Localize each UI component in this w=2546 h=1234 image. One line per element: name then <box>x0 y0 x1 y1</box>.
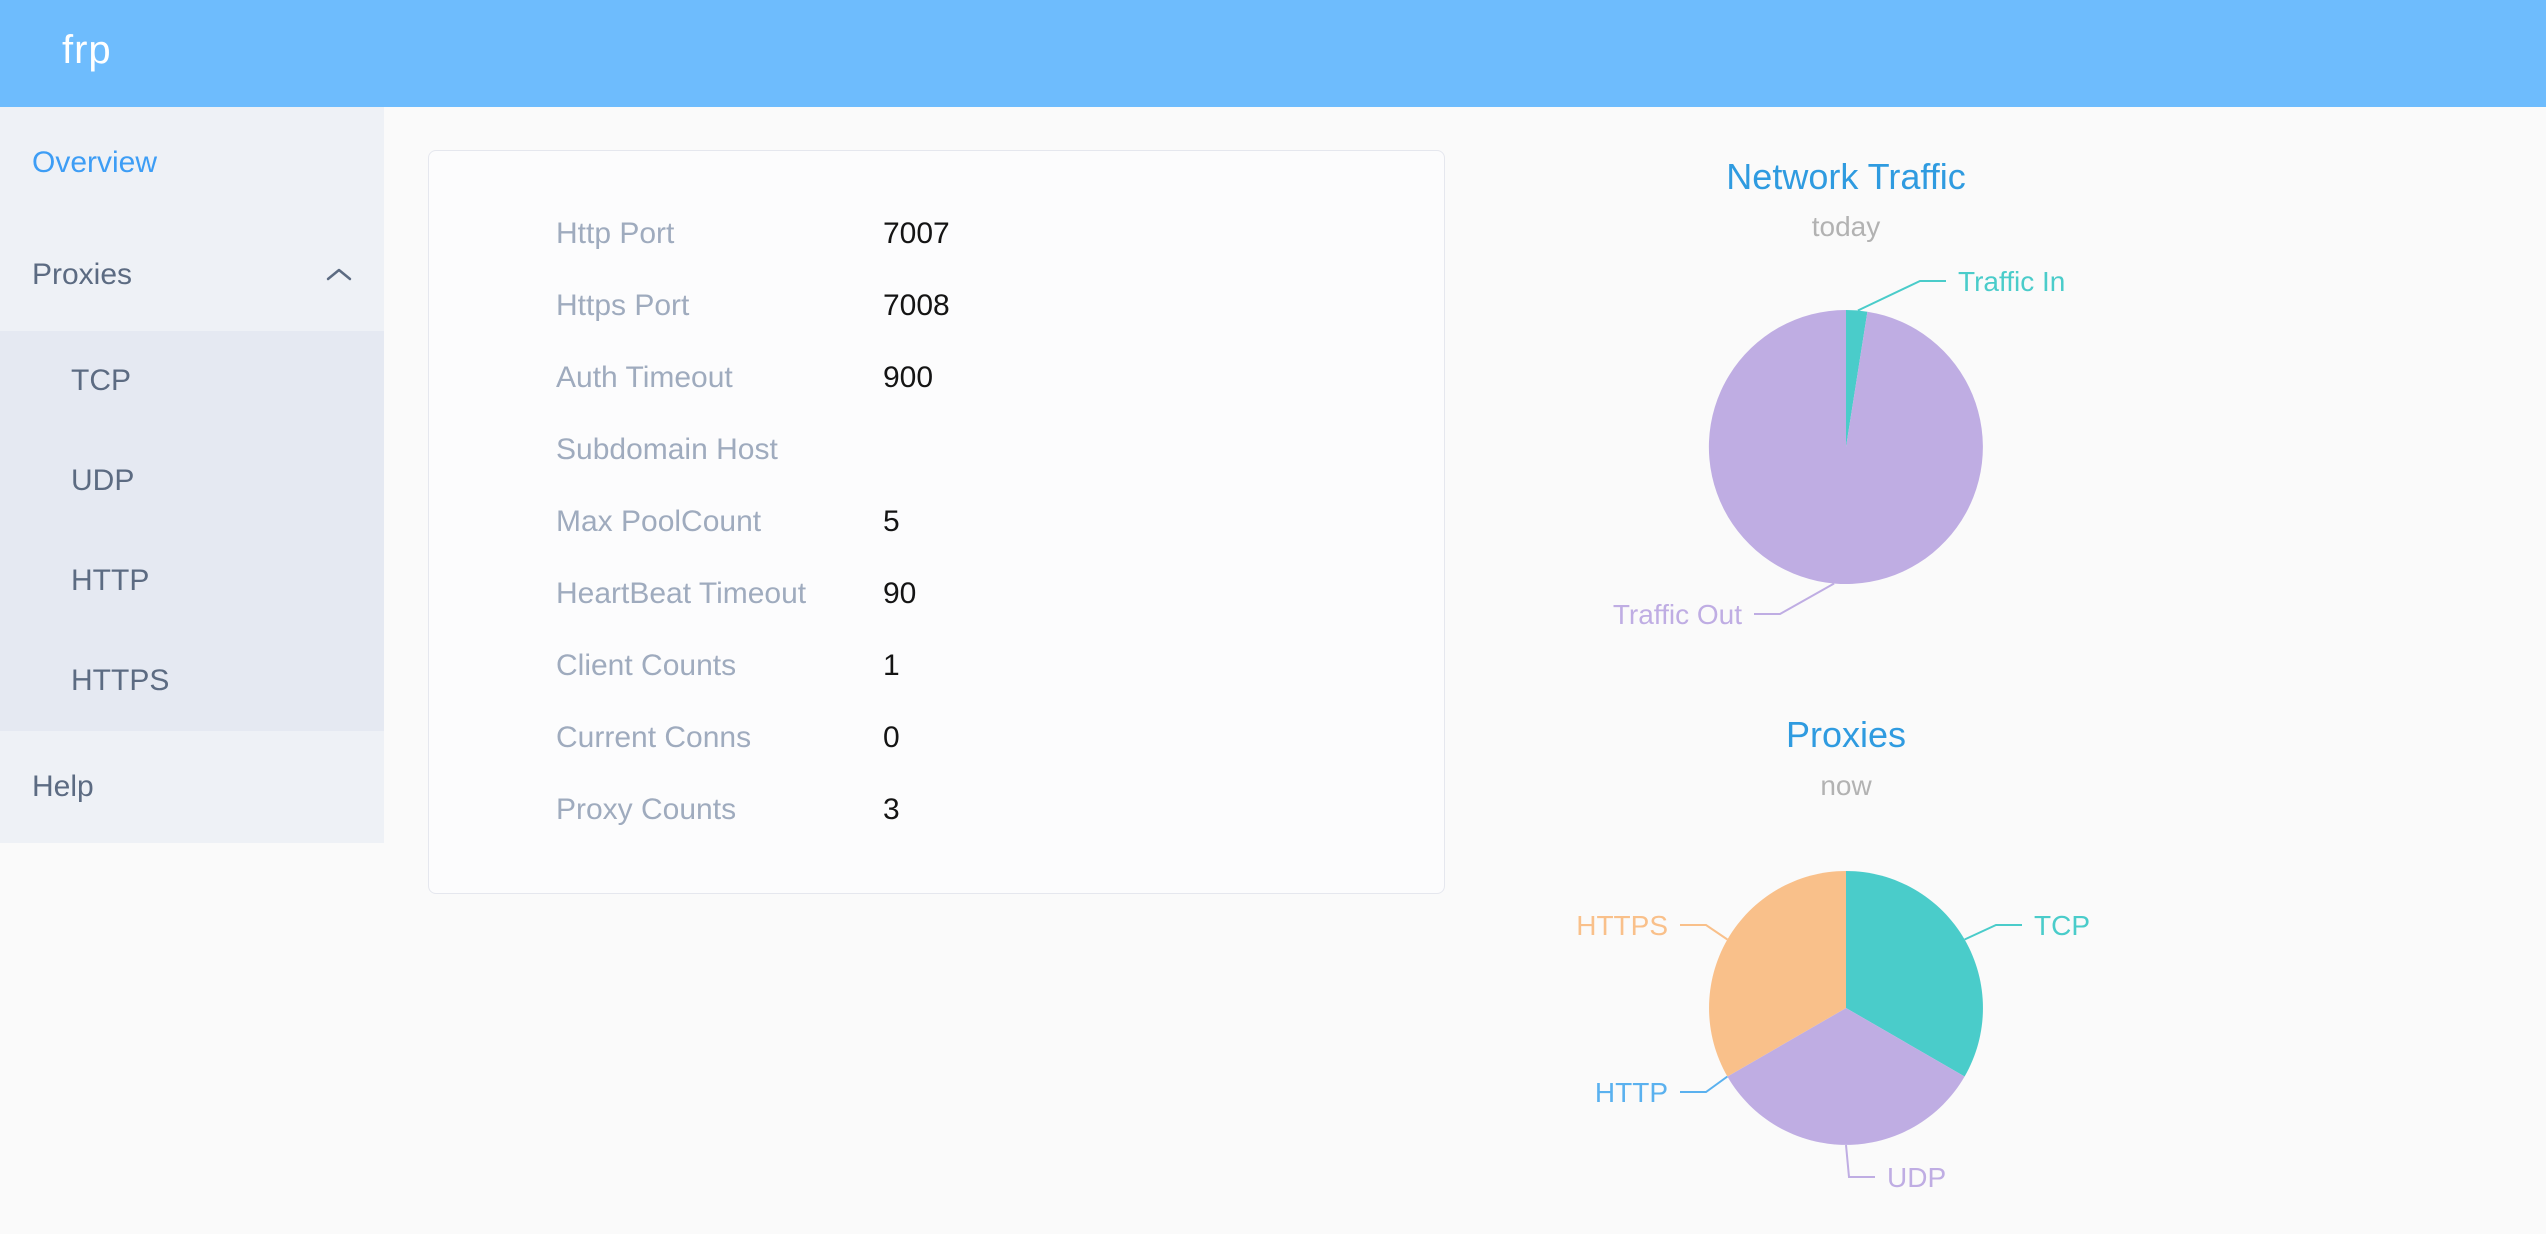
pie-label-line <box>1857 280 1946 312</box>
sidebar-item-help[interactable]: Help <box>0 731 384 843</box>
config-row: Max PoolCount 5 <box>429 486 1444 558</box>
config-value: 7008 <box>883 289 950 322</box>
config-label: Https Port <box>556 289 690 322</box>
sidebar-menu: Overview Proxies TCP UDP HTTP HTTPS Help <box>0 107 384 843</box>
config-label: Subdomain Host <box>556 433 778 466</box>
config-value: 1 <box>883 649 900 682</box>
sidebar-submenu: TCP UDP HTTP HTTPS <box>0 331 384 731</box>
config-label: Client Counts <box>556 649 737 682</box>
sidebar-item-https[interactable]: HTTPS <box>71 664 170 697</box>
pie-label-udp: UDP <box>1887 1162 1946 1193</box>
config-value: 7007 <box>883 217 950 250</box>
chart-title-proxies: Proxies <box>1785 714 1907 755</box>
pie-slice-tcp[interactable] <box>1846 871 1983 1077</box>
network-traffic-pie-chart: Traffic In Traffic Out <box>1613 266 2066 630</box>
app-logo: frp <box>62 28 112 72</box>
sidebar-item-proxies[interactable]: Proxies <box>0 219 384 331</box>
chevron-up-icon <box>326 268 352 281</box>
proxies-pie-chart: TCP UDP HTTP HTTPS <box>1576 871 2090 1193</box>
config-label: Current Conns <box>556 721 752 754</box>
config-value: 5 <box>883 505 900 538</box>
pie-label-line <box>1754 582 1835 615</box>
config-label: Proxy Counts <box>556 793 737 826</box>
config-label: Auth Timeout <box>556 361 733 394</box>
config-row: Auth Timeout 900 <box>429 342 1444 414</box>
config-label: HeartBeat Timeout <box>556 577 807 610</box>
config-row: Subdomain Host <box>429 414 1444 486</box>
overview-card-rows: Http Port 7007 Https Port 7008 Auth Timeout 9… <box>429 151 1444 846</box>
sidebar-item-label: Proxies <box>32 258 133 291</box>
config-row: Current Conns 0 <box>429 702 1444 774</box>
pie-label-traffic-in: Traffic In <box>1958 266 2065 297</box>
pie-label-tcp: TCP <box>2034 910 2090 941</box>
config-label: Http Port <box>556 217 675 250</box>
config-value: 900 <box>883 361 934 394</box>
config-label: Max PoolCount <box>556 505 762 538</box>
server-config-card: Http Port 7007 Https Port 7008 Auth Timeout 9… <box>428 150 1445 894</box>
config-row: Https Port 7008 <box>429 270 1444 342</box>
sidebar-item-label: Help <box>32 770 94 803</box>
pie-label-traffic-out: Traffic Out <box>1613 599 1742 630</box>
sidebar-item-label: Overview <box>32 146 158 179</box>
pie-label-line <box>1964 924 2022 941</box>
config-row: HeartBeat Timeout 90 <box>429 558 1444 630</box>
pie-label-http: HTTP <box>1595 1077 1668 1108</box>
config-value: 0 <box>883 721 900 754</box>
config-value: 90 <box>883 577 917 610</box>
chart-title-network-traffic: Network Traffic <box>1726 156 1966 197</box>
pie-slice-https[interactable] <box>1709 871 1846 1077</box>
sidebar-item-overview[interactable]: Overview <box>0 107 384 219</box>
pie-label-https: HTTPS <box>1576 910 1668 941</box>
app-header: frp <box>0 0 2546 107</box>
config-row: Http Port 7007 <box>429 198 1444 270</box>
sidebar-item-http[interactable]: HTTP <box>71 564 150 597</box>
pie-slice-udp[interactable] <box>1727 1008 1965 1145</box>
pie-label-line <box>1845 1144 1875 1178</box>
sidebar-item-tcp[interactable]: TCP <box>71 364 131 397</box>
pie-label-line <box>1680 924 1728 941</box>
pie-label-line <box>1680 1075 1728 1093</box>
chart-subtitle-now: now <box>1820 770 1872 801</box>
pie-slice-traffic-out[interactable] <box>1708 309 1983 584</box>
config-row: Proxy Counts 3 <box>429 774 1444 846</box>
pie-slice-traffic-in[interactable] <box>1846 310 1868 447</box>
chart-subtitle-today: today <box>1811 211 1881 242</box>
config-row: Client Counts 1 <box>429 630 1444 702</box>
config-value: 3 <box>883 793 900 826</box>
sidebar-item-udp[interactable]: UDP <box>71 464 135 497</box>
